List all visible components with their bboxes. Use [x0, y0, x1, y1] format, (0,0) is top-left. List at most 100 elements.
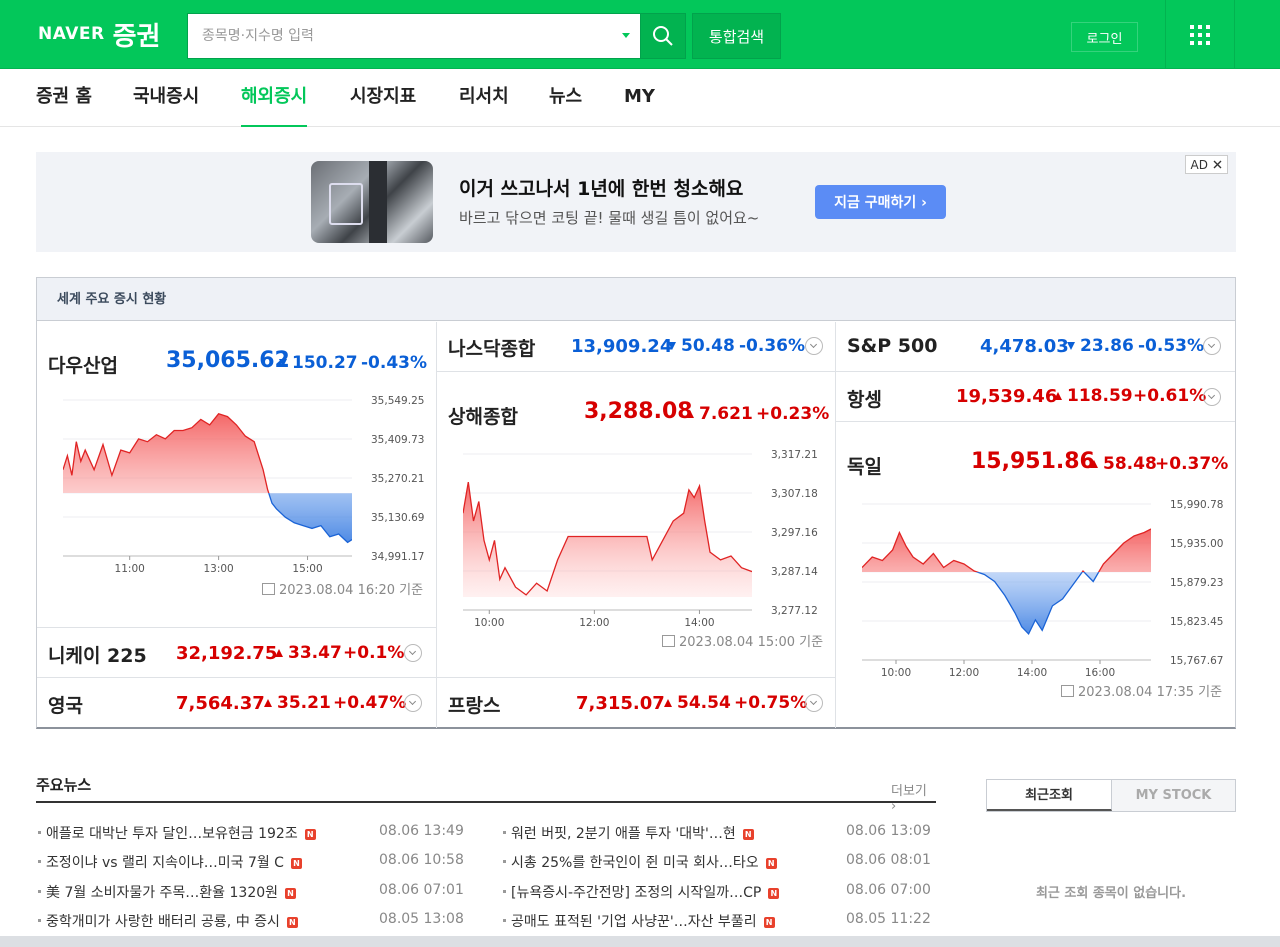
nav-domestic[interactable]: 국내증시 — [133, 86, 200, 107]
index-row-uk[interactable]: 영국 7,564.37 35.21 +0.47% — [37, 678, 436, 728]
index-name: 다우산업 — [48, 355, 118, 377]
series-line-up — [63, 413, 270, 494]
search-button[interactable] — [640, 13, 686, 59]
y-tick-label: 35,130.69 — [371, 512, 424, 524]
timestamp: 2023.08.04 16:20 기준 — [262, 579, 423, 598]
index-card-shanghai[interactable]: 상해종합 3,288.08 7.621 +0.23% 3,317.21 3,307… — [437, 372, 835, 678]
x-tick-label: 10:00 — [881, 667, 911, 679]
col-europe: S&P 500 4,478.03 23.86 -0.53% 항셍 19,539.… — [836, 322, 1235, 728]
x-tick-label: 16:00 — [1085, 667, 1115, 679]
ad-title[interactable]: 이거 쓰고나서 1년에 한번 청소해요 — [459, 178, 744, 200]
recent-tabs: 최근조회 MY STOCK — [986, 779, 1236, 812]
nav-market-index[interactable]: 시장지표 — [350, 86, 417, 107]
index-price: 15,951.86 — [971, 449, 1095, 474]
tab-my-stock[interactable]: MY STOCK — [1135, 788, 1212, 803]
y-tick-label: 34,991.17 — [371, 551, 424, 563]
index-row-france[interactable]: 프랑스 7,315.07 54.54 +0.75% — [437, 678, 835, 728]
search-input[interactable] — [188, 14, 608, 58]
ad-subtitle: 바르고 닦으면 코팅 끝! 물때 생길 틈이 없어요~ — [459, 209, 760, 227]
news-item[interactable]: 시총 25%를 한국인이 쥔 미국 회사…타오 N — [503, 852, 777, 872]
news-divider — [36, 801, 936, 803]
area-above-baseline — [63, 413, 352, 494]
expand-chevron-icon[interactable] — [1203, 337, 1221, 355]
news-item[interactable]: 중학개미가 사랑한 배터리 공룡, 中 증시 N — [38, 911, 298, 931]
y-tick-label: 15,990.78 — [1170, 499, 1223, 511]
index-rate: +0.61% — [1133, 386, 1207, 406]
nav-overseas[interactable]: 해외증시 — [241, 69, 308, 127]
x-tick-label: 13:00 — [203, 563, 233, 575]
login-button[interactable]: 로그인 — [1071, 22, 1138, 52]
news-item[interactable]: 워런 버핏, 2분기 애플 투자 '대박'…현 N — [503, 823, 754, 843]
series-line-up — [862, 528, 1151, 573]
area-below-baseline — [268, 493, 352, 543]
news-item[interactable]: 애플로 대박난 투자 달인…보유현금 192조 N — [38, 823, 316, 843]
germany-chart: 15,990.78 15,935.00 15,879.23 15,823.45 15,7… — [862, 499, 1223, 679]
index-name: 상해종합 — [448, 406, 518, 428]
y-tick-label: 3,277.12 — [771, 605, 818, 617]
index-card-dow[interactable]: 다우산업 35,065.62 150.27 -0.43% 35,549.25 35… — [37, 322, 436, 628]
new-badge: N — [763, 917, 775, 928]
index-change: 50.48 — [668, 336, 735, 356]
tab-recent[interactable]: 최근조회 — [987, 780, 1112, 811]
index-row-hangseng[interactable]: 항셍 19,539.46 118.59 +0.61% — [836, 372, 1235, 422]
expand-chevron-icon[interactable] — [1203, 388, 1221, 406]
expand-chevron-icon[interactable] — [805, 337, 823, 355]
close-icon[interactable] — [1213, 160, 1222, 169]
index-rate: +0.23% — [756, 404, 830, 424]
news-more-link[interactable]: 더보기 › — [891, 784, 927, 814]
service-menu-button[interactable] — [1165, 0, 1235, 69]
ad-tag[interactable]: AD — [1184, 155, 1228, 174]
col-america: 다우산업 35,065.62 150.27 -0.43% 35,549.25 35… — [37, 322, 437, 728]
nav-stock-home[interactable]: 증권 홈 — [36, 86, 92, 107]
index-change: 33.47 — [275, 643, 342, 663]
index-price: 3,288.08 — [584, 399, 693, 424]
index-rate: +0.37% — [1155, 454, 1229, 474]
down-arrow-icon — [279, 359, 287, 367]
index-price: 7,564.37 — [176, 693, 265, 714]
ad-buy-button[interactable]: 지금 구매하기 › — [815, 185, 946, 219]
news-item[interactable]: 美 7월 소비자물가 주목…환율 1320원 N — [38, 882, 297, 902]
main-nav: 증권 홈 국내증시 해외증시 시장지표 리서치 뉴스 MY — [0, 69, 1280, 127]
nav-research[interactable]: 리서치 — [459, 86, 509, 107]
index-row-sp500[interactable]: S&P 500 4,478.03 23.86 -0.53% — [836, 322, 1235, 372]
calendar-icon — [1061, 685, 1074, 697]
y-tick-label: 35,409.73 — [371, 434, 424, 446]
grid-menu-icon — [1190, 24, 1210, 45]
new-badge: N — [285, 888, 297, 899]
naver-stock-logo[interactable]: NAVER 증권 — [38, 16, 160, 52]
new-badge: N — [286, 917, 298, 928]
nav-my[interactable]: MY — [624, 86, 655, 107]
x-tick-label: 14:00 — [684, 617, 714, 629]
news-item[interactable]: [뉴욕증시-주간전망] 조정의 시작일까…CP N — [503, 882, 780, 902]
index-row-nasdaq[interactable]: 나스닥종합 13,909.24 50.48 -0.36% — [437, 322, 835, 372]
nav-news[interactable]: 뉴스 — [549, 86, 583, 107]
expand-chevron-icon[interactable] — [404, 644, 422, 662]
integrated-search-button[interactable]: 통합검색 — [692, 13, 781, 59]
x-tick-label: 14:00 — [1017, 667, 1047, 679]
y-tick-label: 35,270.21 — [371, 473, 424, 485]
news-date: 08.06 07:01 — [379, 882, 464, 898]
index-change: 23.86 — [1067, 336, 1134, 356]
y-tick-label: 15,767.67 — [1170, 655, 1223, 667]
expand-chevron-icon[interactable] — [404, 694, 422, 712]
shanghai-chart: 3,317.21 3,307.18 3,297.16 3,287.14 3,277.12… — [463, 449, 818, 629]
logo-naver: NAVER — [38, 24, 105, 44]
index-name: 나스닥종합 — [448, 338, 536, 360]
index-name: 프랑스 — [448, 695, 501, 717]
index-change: 35.21 — [264, 693, 331, 713]
ad-image[interactable] — [311, 161, 433, 243]
news-date: 08.05 11:22 — [846, 911, 931, 927]
new-badge: N — [768, 888, 780, 899]
news-title: 주요뉴스 — [36, 776, 92, 794]
index-change: 58.48 — [1090, 454, 1157, 474]
ad-banner[interactable]: 이거 쓰고나서 1년에 한번 청소해요 바르고 닦으면 코팅 끝! 물때 생길 … — [36, 152, 1236, 252]
calendar-icon — [262, 583, 275, 595]
news-item[interactable]: 공매도 표적된 '기업 사냥꾼'…자산 부풀리 N — [503, 911, 775, 931]
expand-chevron-icon[interactable] — [805, 694, 823, 712]
index-card-germany[interactable]: 독일 15,951.86 58.48 +0.37% 15,990.78 15,93… — [836, 422, 1235, 728]
index-row-nikkei[interactable]: 니케이 225 32,192.75 33.47 +0.1% — [37, 628, 436, 678]
autocomplete-toggle-icon[interactable] — [622, 33, 630, 38]
y-tick-label: 3,287.14 — [771, 566, 818, 578]
index-rate: -0.43% — [361, 353, 428, 373]
